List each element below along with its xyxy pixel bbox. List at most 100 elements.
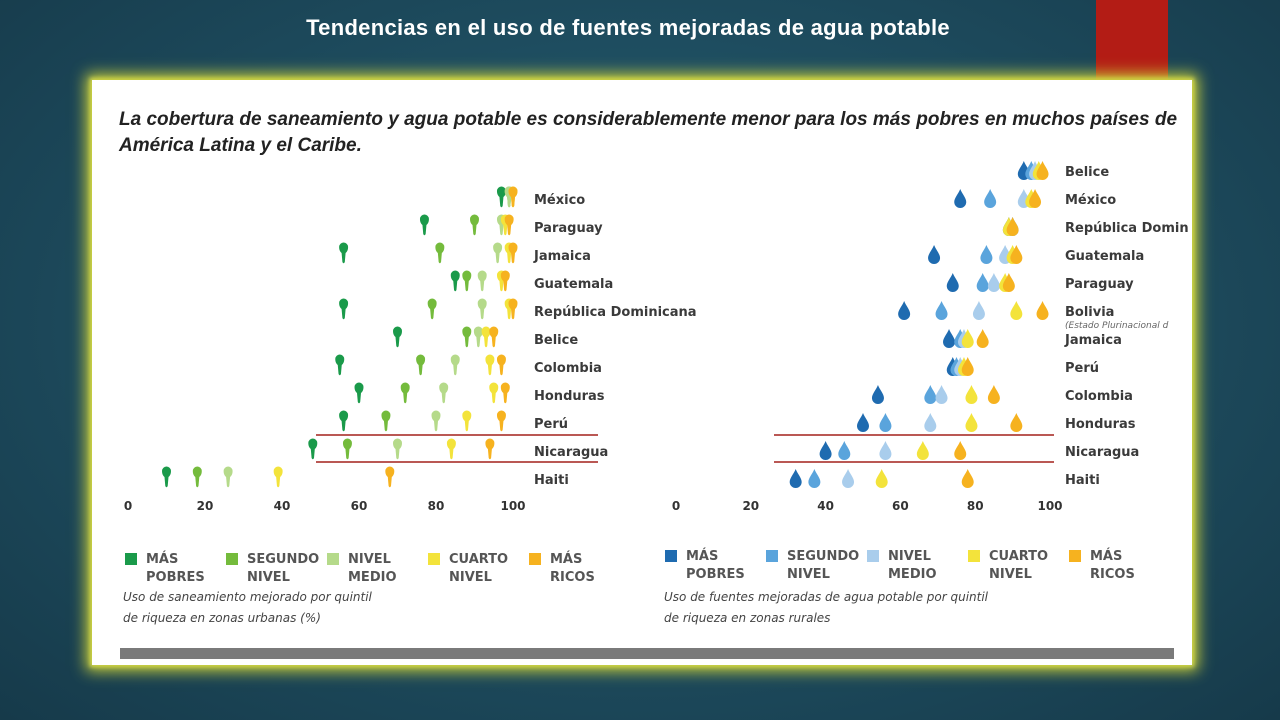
x-tick-label: 100 xyxy=(1037,499,1062,513)
country-label: Honduras xyxy=(1065,417,1136,432)
country-label: Honduras xyxy=(534,389,605,404)
chart-note-line1: Uso de saneamiento mejorado por quintil xyxy=(123,590,373,604)
legend-label-line1: MÁS xyxy=(1090,548,1122,564)
marker-más-ricos xyxy=(496,354,506,376)
marker-segundo-nivel xyxy=(342,438,352,460)
marker-nivel-medio xyxy=(477,270,487,292)
legend-label-line1: MÁS xyxy=(686,548,718,564)
marker-más-ricos xyxy=(500,270,510,292)
x-tick-label: 0 xyxy=(124,499,132,513)
x-tick-label: 20 xyxy=(742,499,759,513)
x-tick-label: 80 xyxy=(967,499,984,513)
legend-swatch xyxy=(428,553,440,565)
legend-label-line1: SEGUNDO xyxy=(247,552,319,567)
x-tick-label: 0 xyxy=(672,499,680,513)
legend-label-line2: MEDIO xyxy=(888,567,937,582)
country-label: México xyxy=(1065,193,1116,208)
country-row: Bolivia(Estado Plurinacional d xyxy=(898,301,1169,331)
marker-segundo-nivel xyxy=(427,298,437,320)
sanitation-chart: México Paraguay Jamaica Guatemala República … xyxy=(123,186,697,625)
marker-cuarto-nivel xyxy=(446,438,456,460)
marker-más-pobres xyxy=(954,189,967,208)
marker-más-pobres xyxy=(450,270,460,292)
legend-label-line2: NIVEL xyxy=(787,567,830,582)
marker-más-pobres xyxy=(419,214,429,236)
marker-segundo-nivel xyxy=(924,385,937,404)
country-label: Nicaragua xyxy=(534,445,608,460)
country-label: Perú xyxy=(534,417,568,432)
country-row: República Domin xyxy=(1002,217,1189,236)
country-label: República Domin xyxy=(1065,221,1189,236)
legend-label-line1: MÁS xyxy=(146,551,178,567)
marker-más-pobres xyxy=(339,242,349,264)
country-label: Guatemala xyxy=(534,277,613,292)
legend-swatch xyxy=(1069,550,1081,562)
marker-más-pobres xyxy=(393,326,402,348)
marker-más-pobres xyxy=(871,385,884,404)
water-chart: Belice México República Domin Guatemala Para… xyxy=(664,161,1189,625)
country-row: Nicaragua xyxy=(774,434,1139,463)
bottom-bar xyxy=(120,648,1174,659)
marker-más-pobres xyxy=(946,273,959,292)
marker-más-pobres xyxy=(339,298,349,320)
chart-note-line2: de riqueza en zonas urbanas (%) xyxy=(123,611,321,625)
marker-segundo-nivel xyxy=(838,441,851,460)
marker-nivel-medio xyxy=(431,410,441,432)
legend-label-line2: POBRES xyxy=(686,567,745,582)
marker-más-ricos xyxy=(1036,161,1049,180)
marker-segundo-nivel xyxy=(976,273,989,292)
marker-cuarto-nivel xyxy=(485,354,495,376)
chart-note-line2: de riqueza en zonas rurales xyxy=(664,611,830,625)
country-row: Guatemala xyxy=(450,270,613,292)
marker-cuarto-nivel xyxy=(965,385,978,404)
marker-más-ricos xyxy=(508,242,518,264)
x-tick-label: 40 xyxy=(817,499,834,513)
marker-nivel-medio xyxy=(477,298,487,320)
marker-más-ricos xyxy=(1002,273,1015,292)
x-tick-label: 60 xyxy=(892,499,909,513)
country-label: Belice xyxy=(534,333,578,348)
marker-segundo-nivel xyxy=(879,413,892,432)
marker-más-ricos xyxy=(508,186,518,208)
country-label: México xyxy=(534,193,585,208)
legend-label-line1: SEGUNDO xyxy=(787,549,859,564)
marker-más-ricos xyxy=(987,385,1000,404)
marker-cuarto-nivel xyxy=(1010,301,1023,320)
legend-swatch xyxy=(968,550,980,562)
legend-label-line1: CUARTO xyxy=(989,549,1048,564)
country-label: Paraguay xyxy=(1065,277,1134,292)
country-row: Jamaica xyxy=(943,329,1122,348)
marker-nivel-medio xyxy=(935,385,948,404)
marker-más-pobres xyxy=(354,382,364,404)
country-label: Haiti xyxy=(1065,473,1100,488)
legend-swatch xyxy=(766,550,778,562)
legend-swatch xyxy=(226,553,238,565)
country-row: Jamaica xyxy=(339,242,591,264)
legend-label-line2: RICOS xyxy=(550,570,595,585)
marker-nivel-medio xyxy=(223,466,233,488)
country-row: Haiti xyxy=(162,466,569,488)
country-row: Paraguay xyxy=(946,273,1134,292)
accent-tab xyxy=(1096,0,1168,80)
marker-nivel-medio xyxy=(473,326,483,348)
x-tick-label: 60 xyxy=(351,499,368,513)
country-label: Belice xyxy=(1065,165,1109,180)
marker-más-ricos xyxy=(961,357,974,376)
x-tick-label: 20 xyxy=(197,499,214,513)
marker-más-pobres xyxy=(308,438,318,460)
marker-más-ricos xyxy=(954,441,967,460)
marker-nivel-medio xyxy=(450,354,460,376)
marker-más-ricos xyxy=(504,214,514,236)
slide-title: Tendencias en el uso de fuentes mejorada… xyxy=(306,15,950,40)
marker-cuarto-nivel xyxy=(489,382,499,404)
marker-más-pobres xyxy=(162,466,171,488)
marker-cuarto-nivel xyxy=(273,466,283,488)
legend-swatch xyxy=(665,550,677,562)
country-row: Belice xyxy=(1017,161,1109,180)
marker-segundo-nivel xyxy=(984,189,997,208)
country-row: México xyxy=(954,189,1116,208)
x-tick-label: 80 xyxy=(428,499,445,513)
legend-label-line2: RICOS xyxy=(1090,567,1135,582)
country-row: Honduras xyxy=(354,382,605,404)
marker-más-pobres xyxy=(898,301,911,320)
